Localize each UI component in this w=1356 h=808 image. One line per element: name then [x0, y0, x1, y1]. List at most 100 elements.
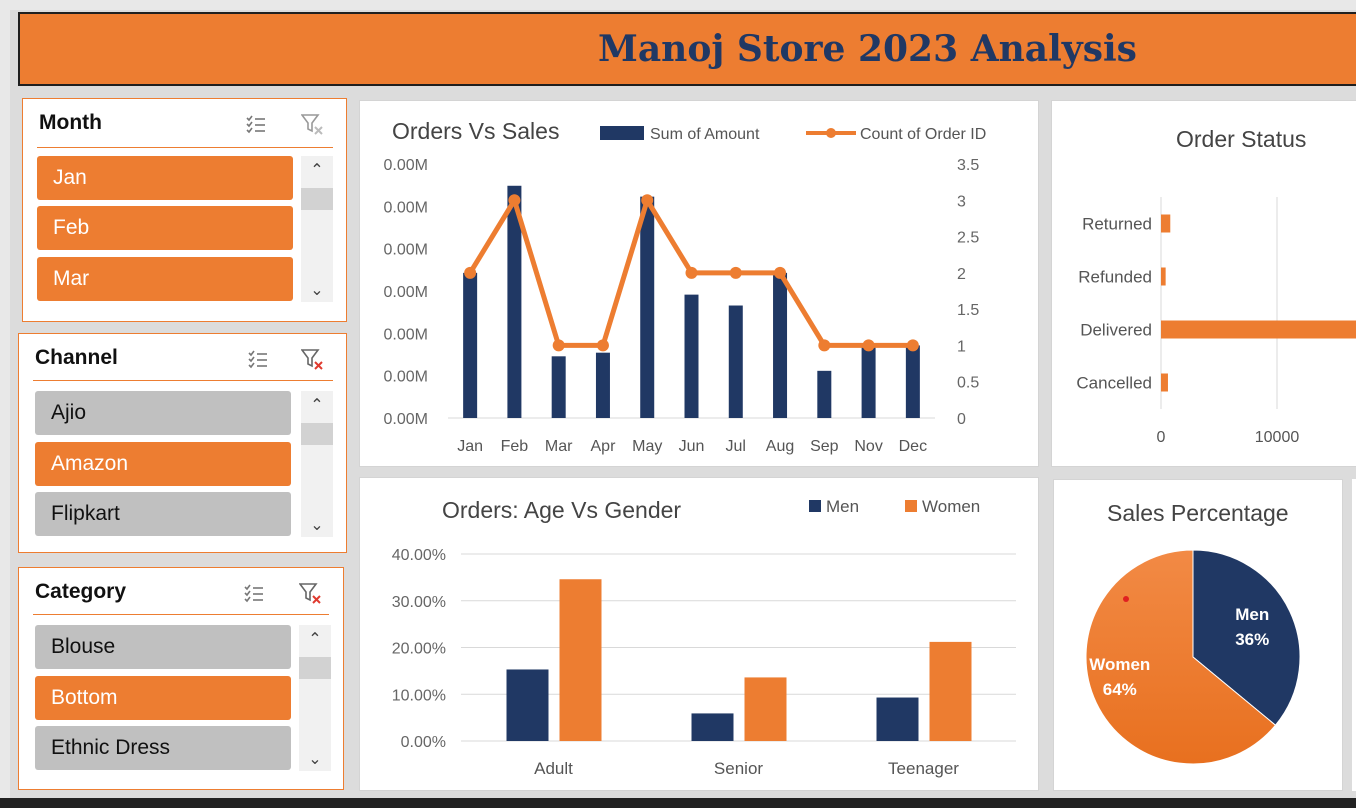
order-status-panel: Order Status Returned Refunded Delivered Ca…	[1051, 100, 1356, 467]
panel-edge	[1352, 479, 1356, 791]
slicer-item-amazon[interactable]: Amazon	[35, 442, 291, 486]
y-right-tick-label: 3	[957, 193, 966, 210]
bar-order-status	[1161, 267, 1166, 286]
x-tick-label: Teenager	[888, 759, 959, 778]
chevron-up-icon[interactable]: ⌃	[310, 162, 324, 179]
window-left-edge	[0, 0, 10, 808]
x-tick-label: Adult	[534, 759, 573, 778]
bar-sum-of-amount	[905, 345, 920, 418]
age-vs-gender-chart[interactable]: Orders: Age Vs Gender Men Women 0.00% 10.…	[360, 478, 1040, 792]
x-tick-label: Dec	[899, 438, 927, 455]
x-tick-label: Senior	[714, 759, 763, 778]
pie-label-name: Women	[1089, 655, 1150, 674]
slicer-item-jan[interactable]: Jan	[37, 156, 293, 200]
y-right-tick-label: 0.5	[957, 375, 979, 392]
x-tick-label: May	[632, 438, 662, 455]
slicer-item-bottom[interactable]: Bottom	[35, 676, 291, 720]
point-count-of-order-id	[862, 339, 875, 352]
multi-select-icon[interactable]	[247, 348, 269, 370]
category-label: Cancelled	[1076, 374, 1152, 393]
y-left-tick-label: 0.00M	[384, 242, 428, 259]
y-tick-label: 0.00%	[401, 734, 446, 751]
order-status-chart[interactable]: Order Status Returned Refunded Delivered Ca…	[1052, 101, 1356, 468]
x-tick-label: Apr	[591, 438, 617, 455]
orders-vs-sales-panel: Orders Vs Sales Sum of Amount Count of O…	[359, 100, 1039, 467]
y-right-tick-label: 3.5	[957, 157, 979, 174]
point-count-of-order-id	[508, 194, 521, 207]
channel-slicer: Channel Ajio Amazon Flipkart ⌃ ⌄	[18, 333, 347, 553]
y-left-tick-label: 0.00M	[384, 284, 428, 301]
slicer-item-flipkart[interactable]: Flipkart	[35, 492, 291, 536]
bar-men	[876, 697, 919, 741]
x-tick-label: Nov	[854, 438, 882, 455]
point-count-of-order-id	[641, 194, 654, 207]
point-count-of-order-id	[552, 339, 565, 352]
bar-sum-of-amount	[773, 272, 788, 418]
x-tick-label: Sep	[810, 438, 839, 455]
slicer-item-mar[interactable]: Mar	[37, 257, 293, 301]
slicer-item-blouse[interactable]: Blouse	[35, 625, 291, 669]
y-tick-label: 30.00%	[392, 594, 446, 611]
bar-women	[559, 579, 602, 741]
window-bottom-edge	[0, 798, 1356, 808]
bar-sum-of-amount	[684, 294, 699, 418]
multi-select-icon[interactable]	[243, 582, 265, 604]
point-count-of-order-id	[685, 266, 698, 279]
legend-swatch-men	[809, 500, 821, 512]
scroll-thumb[interactable]	[301, 423, 333, 445]
scroll-thumb[interactable]	[301, 188, 333, 210]
pie-label-percent: 36%	[1235, 630, 1269, 649]
chevron-down-icon[interactable]: ⌄	[308, 751, 322, 768]
point-count-of-order-id	[774, 266, 787, 279]
clear-filter-icon[interactable]	[301, 113, 323, 135]
point-count-of-order-id	[818, 339, 831, 352]
point-count-of-order-id	[906, 339, 919, 352]
pie-slice-men	[1192, 549, 1301, 726]
slicer-divider	[33, 380, 333, 381]
y-right-tick-label: 0	[957, 411, 966, 428]
slicer-title: Month	[39, 111, 102, 134]
slicer-item-ajio[interactable]: Ajio	[35, 391, 291, 435]
slicer-scrollbar[interactable]: ⌃ ⌄	[301, 156, 333, 302]
category-label: Refunded	[1078, 268, 1152, 287]
y-left-tick-label: 0.00M	[384, 199, 428, 216]
slicer-title: Category	[35, 580, 127, 603]
legend-label-amount: Sum of Amount	[650, 126, 760, 143]
slicer-scrollbar[interactable]: ⌃ ⌄	[299, 625, 331, 771]
chart-title: Orders Vs Sales	[392, 118, 559, 144]
multi-select-icon[interactable]	[245, 113, 267, 135]
cursor-dot	[1123, 596, 1129, 602]
bar-men	[691, 713, 734, 741]
window-top-edge	[0, 0, 1356, 10]
chevron-down-icon[interactable]: ⌄	[310, 517, 324, 534]
bar-women	[929, 641, 972, 741]
slicer-item-feb[interactable]: Feb	[37, 206, 293, 250]
bar-sum-of-amount	[463, 272, 478, 418]
bar-men	[506, 669, 549, 741]
bar-sum-of-amount	[551, 356, 566, 418]
bar-order-status	[1161, 320, 1356, 339]
clear-filter-icon[interactable]	[301, 348, 323, 370]
chevron-up-icon[interactable]: ⌃	[310, 397, 324, 414]
slicer-item-ethnic-dress[interactable]: Ethnic Dress	[35, 726, 291, 770]
x-tick-label: Aug	[766, 438, 794, 455]
y-tick-label: 10.00%	[392, 687, 446, 704]
x-tick-label: Jan	[457, 438, 483, 455]
chart-title: Sales Percentage	[1107, 500, 1289, 526]
scroll-thumb[interactable]	[299, 657, 331, 679]
bar-order-status	[1161, 214, 1171, 233]
sales-percentage-panel: Sales Percentage Men 36% Women 64%	[1053, 479, 1343, 791]
sales-percentage-chart[interactable]: Sales Percentage Men 36% Women 64%	[1054, 480, 1344, 792]
bar-sum-of-amount	[728, 305, 743, 418]
slicer-scrollbar[interactable]: ⌃ ⌄	[301, 391, 333, 537]
chevron-down-icon[interactable]: ⌄	[310, 282, 324, 299]
orders-vs-sales-chart[interactable]: Orders Vs Sales Sum of Amount Count of O…	[360, 101, 1040, 468]
category-slicer: Category Blouse Bottom Ethnic Dress ⌃ ⌄	[18, 567, 344, 790]
clear-filter-icon[interactable]	[299, 582, 321, 604]
legend-label-orders: Count of Order ID	[860, 126, 986, 143]
chevron-up-icon[interactable]: ⌃	[308, 631, 322, 648]
y-tick-label: 20.00%	[392, 641, 446, 658]
y-left-tick-label: 0.00M	[384, 326, 428, 343]
point-count-of-order-id	[464, 266, 477, 279]
bar-women	[744, 677, 787, 741]
